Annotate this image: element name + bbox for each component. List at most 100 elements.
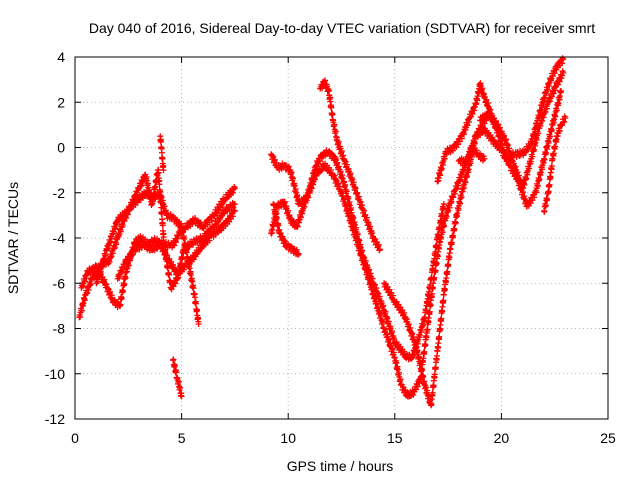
data-point <box>231 201 238 208</box>
data-point <box>303 197 310 204</box>
data-point <box>380 302 387 309</box>
data-point <box>331 121 338 128</box>
data-point <box>369 285 376 292</box>
series-arc-d <box>114 207 238 282</box>
data-point <box>356 245 363 252</box>
data-point <box>352 185 359 192</box>
data-point <box>389 328 396 335</box>
data-point <box>452 219 459 226</box>
data-point <box>275 221 282 228</box>
series-arc-e <box>157 133 167 174</box>
data-point <box>531 131 538 138</box>
data-point <box>428 290 435 297</box>
x-axis-label: GPS time / hours <box>287 458 394 474</box>
data-point <box>497 143 504 150</box>
data-point <box>547 133 554 140</box>
data-point <box>335 138 342 145</box>
data-point <box>544 196 551 203</box>
data-point <box>117 301 124 308</box>
data-point <box>172 280 179 287</box>
data-point <box>418 366 425 373</box>
data-point <box>542 202 549 209</box>
data-point <box>316 158 323 165</box>
data-point <box>539 118 546 125</box>
data-point <box>419 322 426 329</box>
data-point <box>435 175 442 182</box>
data-point <box>191 294 198 301</box>
data-point <box>551 70 558 77</box>
series-arc-a <box>76 188 202 327</box>
data-point <box>502 152 509 159</box>
y-tick-label: 2 <box>57 94 65 110</box>
data-point <box>394 366 401 373</box>
data-point <box>430 382 437 389</box>
data-point <box>294 223 301 230</box>
data-point <box>544 142 551 149</box>
data-point <box>285 163 292 170</box>
y-tick-label: 0 <box>57 140 65 156</box>
data-point <box>420 373 427 380</box>
x-tick-label: 25 <box>600 430 616 446</box>
data-point <box>444 268 451 275</box>
data-point <box>335 180 342 187</box>
data-point <box>450 194 457 201</box>
data-point <box>526 165 533 172</box>
data-point <box>158 211 165 218</box>
data-point <box>532 139 539 146</box>
data-point <box>429 389 436 396</box>
data-point <box>409 331 416 338</box>
data-point <box>556 128 563 135</box>
data-point <box>422 384 429 391</box>
data-point <box>167 211 174 218</box>
data-point <box>504 142 511 149</box>
data-point <box>542 149 549 156</box>
data-point <box>281 238 288 245</box>
x-tick-labels: 0 5 10 15 20 25 <box>71 430 616 446</box>
data-point <box>371 281 378 288</box>
data-point <box>295 250 302 257</box>
data-point <box>541 95 548 102</box>
data-point <box>112 226 119 233</box>
axis-ticks <box>74 56 609 420</box>
data-point <box>173 369 180 376</box>
data-point <box>432 364 439 371</box>
data-marks <box>76 55 569 409</box>
data-point <box>441 155 448 162</box>
data-point <box>439 229 446 236</box>
data-point <box>420 355 427 362</box>
data-point <box>290 175 297 182</box>
data-point <box>124 211 131 218</box>
data-point <box>96 272 103 279</box>
y-tick-label: -12 <box>45 411 65 427</box>
y-tick-label: 4 <box>57 49 65 65</box>
data-point <box>416 332 423 339</box>
series-arc-h <box>268 143 488 400</box>
series-arc-o <box>541 113 569 215</box>
data-point <box>229 213 236 220</box>
data-point <box>291 182 298 189</box>
data-point <box>160 167 167 174</box>
data-point <box>164 252 171 259</box>
data-point <box>389 346 396 353</box>
data-point <box>308 185 315 192</box>
data-point <box>376 309 383 316</box>
data-point <box>361 259 368 266</box>
data-point <box>166 271 173 278</box>
data-point <box>208 217 215 224</box>
data-point <box>388 289 395 296</box>
data-point <box>119 288 126 295</box>
data-point <box>468 147 475 154</box>
data-point <box>426 308 433 315</box>
data-point <box>361 207 368 214</box>
data-point <box>229 189 236 196</box>
data-point <box>529 153 536 160</box>
data-point <box>458 194 465 201</box>
data-point <box>194 307 201 314</box>
data-point <box>379 319 386 326</box>
data-point <box>464 122 471 129</box>
series-arc-m <box>455 87 565 210</box>
x-tick-label: 5 <box>178 430 186 446</box>
data-point <box>332 128 339 135</box>
data-point <box>536 176 543 183</box>
data-point <box>178 393 185 400</box>
